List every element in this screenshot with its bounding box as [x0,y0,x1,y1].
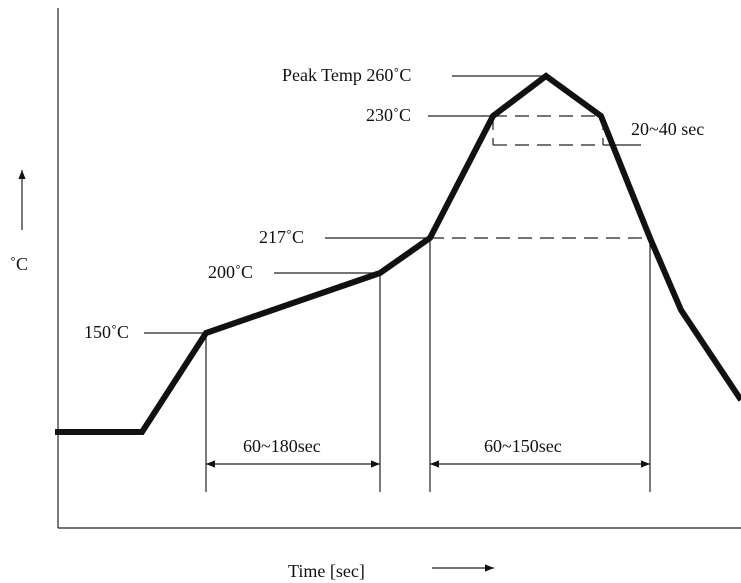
label-preheat-duration: 60~180sec [243,436,321,456]
label-230: 230˚C [366,105,411,125]
y-axis-label: ˚C [10,254,28,274]
label-200: 200˚C [208,262,253,282]
label-peak-window: 20~40 sec [631,119,704,139]
x-axis-label: Time [sec] [288,561,365,581]
label-217: 217˚C [259,227,304,247]
reflow-profile-curve [55,72,741,435]
label-liquidus-duration: 60~150sec [484,436,562,456]
label-peak-temp: Peak Temp 260˚C [282,65,411,85]
label-150: 150˚C [84,322,129,342]
